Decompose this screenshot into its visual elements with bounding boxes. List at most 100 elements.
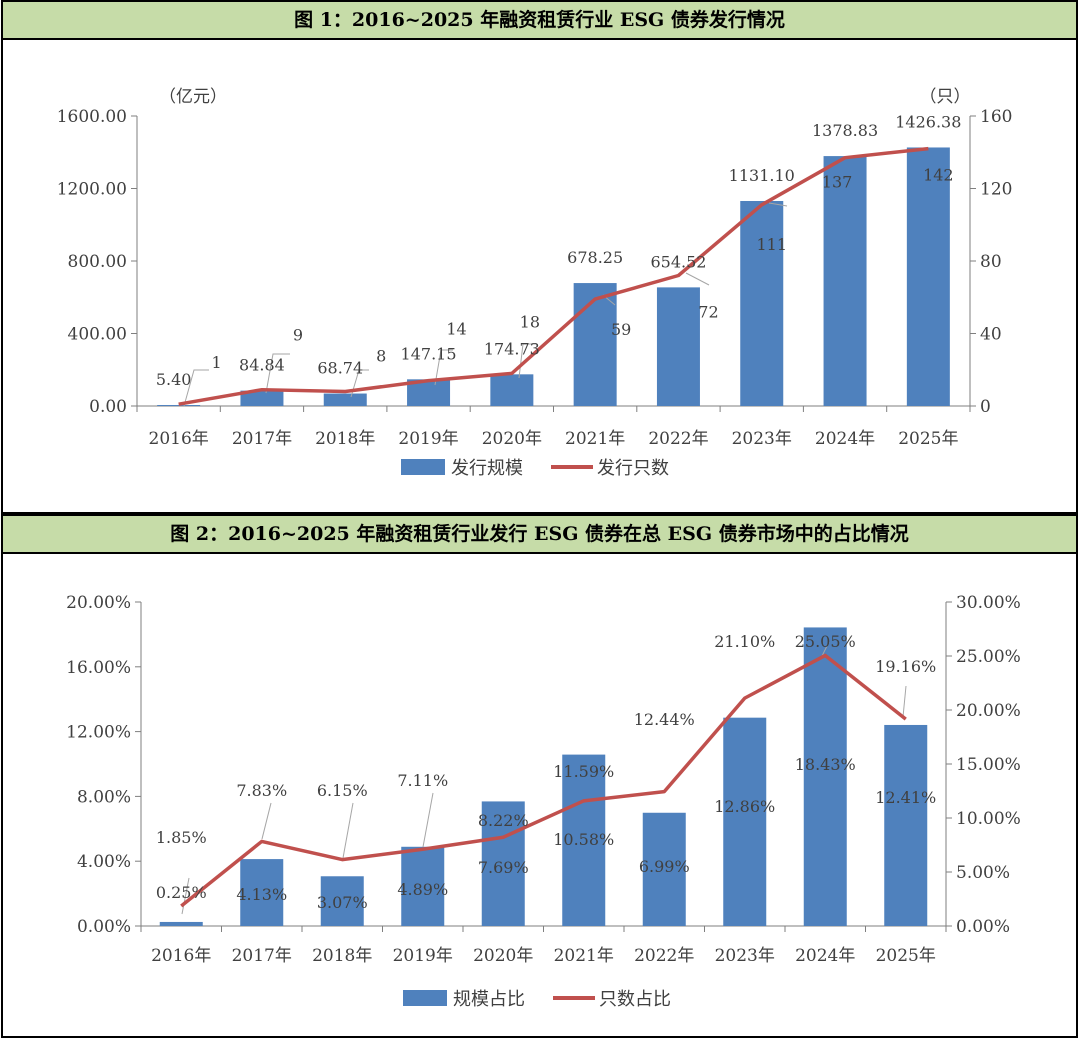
bar-data-label: 84.84: [239, 356, 285, 375]
x-tick-label: 2022年: [648, 429, 708, 449]
line-data-label: 12.44%: [634, 710, 695, 729]
label-leader-line: [350, 369, 369, 398]
x-tick-label: 2018年: [315, 429, 375, 449]
bar-data-label: 4.13%: [236, 885, 287, 904]
x-tick-label: 2022年: [634, 946, 694, 966]
x-tick-label: 2023年: [715, 946, 775, 966]
bar-data-label: 3.07%: [317, 893, 368, 912]
bar-data-label: 10.58%: [553, 830, 614, 849]
x-tick-label: 2024年: [815, 429, 875, 449]
bar-data-label: 5.40: [156, 370, 192, 389]
line-series: [178, 146, 929, 406]
bar-data-label: 4.89%: [397, 880, 448, 899]
label-leader-line: [181, 877, 190, 915]
bar-data-label: 174.73: [484, 339, 540, 358]
legend-bar-swatch: [401, 459, 445, 475]
y-axis-left-unit: （亿元）: [159, 87, 227, 107]
y-tick-label-right: 120: [980, 180, 1012, 200]
bar: [320, 876, 364, 926]
bar-data-label: 147.15: [401, 344, 457, 363]
line-data-label: 7.83%: [236, 781, 287, 800]
bar: [323, 393, 367, 406]
line-data-label: 18: [520, 312, 540, 331]
chart-2-plot: 0.00% 4.00% 8.00% 12.00% 16.00% 20.00% 0.00% 5.…: [66, 593, 1021, 1010]
x-tick-label: 2017年: [232, 429, 292, 449]
bar: [723, 717, 767, 926]
bar: [157, 405, 201, 406]
bar: [240, 859, 284, 926]
label-leader-line: [434, 349, 453, 386]
bar: [740, 200, 784, 406]
bar: [481, 801, 525, 926]
y-tick-label-right: 25.00%: [956, 647, 1021, 667]
bar-data-label: 0.25%: [156, 883, 207, 902]
line-data-label: 142: [923, 166, 954, 185]
y-tick-label-left: 0.00: [89, 397, 127, 417]
legend-line-label: 只数占比: [599, 989, 671, 1010]
legend-bar-swatch: [403, 990, 447, 1006]
label-leader-line: [265, 353, 290, 394]
line-data-label: 1.85%: [156, 828, 207, 847]
line-data-label: 7.11%: [397, 771, 448, 790]
bar: [656, 287, 700, 406]
label-leader-line: [422, 792, 434, 848]
bar: [401, 846, 445, 926]
bar-data-label: 654.52: [650, 252, 706, 271]
line-data-label: 1: [212, 353, 222, 372]
label-leader-line: [768, 202, 788, 207]
label-leader-line: [261, 802, 272, 840]
x-tick-label: 2019年: [393, 946, 453, 966]
line-data-label: 14: [446, 320, 466, 339]
line-data-label: 137: [822, 173, 853, 192]
y-tick-label-left: 1200.00: [57, 180, 127, 200]
x-tick-label: 2025年: [876, 946, 936, 966]
y-tick-label-right: 30.00%: [956, 593, 1021, 613]
y-tick-label-left: 800.00: [68, 252, 127, 272]
chart-title-1: 图 1：2016~2025 年融资租赁行业 ESG 债券发行情况: [3, 2, 1076, 40]
legend-line-label: 发行只数: [597, 458, 669, 479]
y-tick-label-right: 40: [980, 325, 1002, 345]
x-tick-label: 2018年: [312, 946, 372, 966]
bar: [906, 147, 950, 406]
bar-data-label: 6.99%: [639, 857, 690, 876]
line-data-label: 9: [293, 326, 303, 345]
bar-data-label: 18.43%: [795, 755, 856, 774]
x-tick-label: 2019年: [398, 429, 458, 449]
y-tick-label-right: 20.00%: [956, 701, 1021, 721]
x-tick-label: 2021年: [554, 946, 614, 966]
line-data-label: 6.15%: [317, 781, 368, 800]
label-leader-line: [902, 685, 907, 718]
y-tick-label-right: 0: [980, 397, 991, 417]
label-leader-line: [685, 272, 710, 286]
legend-bar-label: 规模占比: [453, 989, 525, 1010]
y-tick-label-right: 0.00%: [956, 917, 1010, 937]
x-tick-label: 2016年: [151, 946, 211, 966]
bar: [642, 812, 686, 926]
bar: [562, 754, 606, 926]
y-tick-label-right: 5.00%: [956, 863, 1010, 883]
chart-title-2: 图 2：2016~2025 年融资租赁行业发行 ESG 债券在总 ESG 债券市…: [3, 516, 1076, 554]
x-tick-label: 2025年: [898, 429, 958, 449]
line-data-label: 59: [611, 320, 631, 339]
line-data-label: 8: [376, 347, 386, 366]
bar-data-label: 1378.83: [812, 121, 878, 140]
line-data-label: 72: [698, 303, 718, 322]
y-tick-label-right: 10.00%: [956, 809, 1021, 829]
line-data-label: 21.10%: [714, 632, 775, 651]
line-data-label: 25.05%: [795, 632, 856, 651]
y-tick-label-left: 1600.00: [57, 107, 127, 127]
x-tick-label: 2020年: [473, 946, 533, 966]
bar: [159, 921, 203, 926]
label-leader-line: [183, 369, 209, 407]
chart-panel-2: 图 2：2016~2025 年融资租赁行业发行 ESG 债券在总 ESG 债券市…: [1, 514, 1078, 1038]
legend-bar-label: 发行规模: [451, 458, 523, 479]
bar-data-label: 68.74: [317, 359, 363, 378]
chart-1-plot: 0.00400.00800.001200.001600.000408012016…: [57, 87, 1013, 479]
line-data-label: 111: [756, 235, 787, 254]
bar: [573, 283, 617, 406]
bar: [884, 724, 928, 926]
bar-data-label: 1131.10: [729, 166, 795, 185]
y-tick-label-left: 400.00: [68, 325, 127, 345]
x-tick-label: 2021年: [565, 429, 625, 449]
y-tick-label-left: 8.00%: [77, 787, 131, 807]
